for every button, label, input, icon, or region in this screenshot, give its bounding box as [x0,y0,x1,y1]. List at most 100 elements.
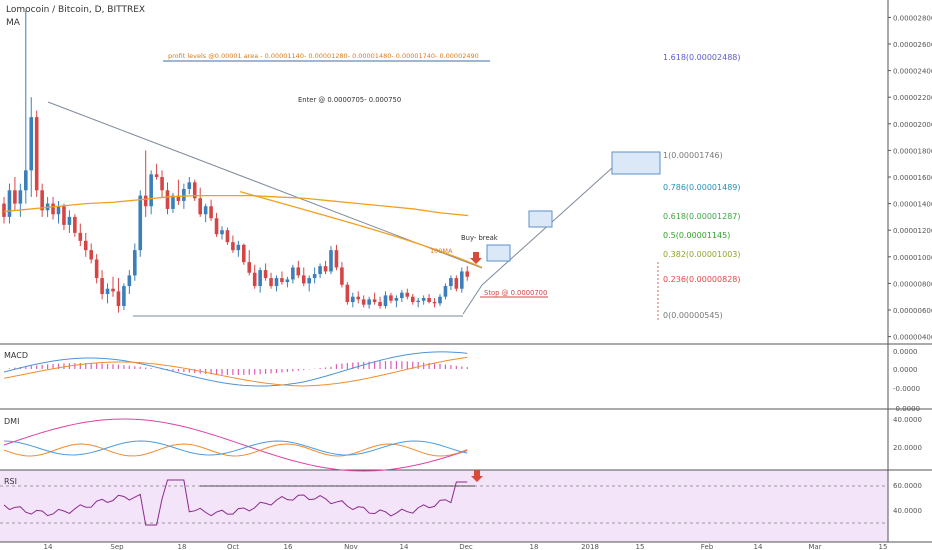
dmi-tick-label: 40.0000 [893,416,922,424]
candle-body [7,190,12,217]
candle-body [143,195,148,207]
price-tick-label: 0.00002600 [893,41,932,49]
candle-body [94,259,99,279]
ma100-line-segment [239,191,483,269]
candle-body [214,218,219,235]
candle-body [312,274,317,279]
time-tick-label: 15 [636,543,645,550]
macd-signal-line [3,356,468,387]
fib-level-label: 0.382(0.00001003) [663,250,741,259]
candle-body [383,295,388,307]
candle-body [192,182,197,199]
fib-level-label: 1(0.00001746) [663,151,723,160]
candle-body [405,292,410,297]
time-tick-label: Feb [701,543,714,550]
candle-body [307,278,311,284]
rsi-line [3,479,468,526]
candle-body [242,244,246,263]
candle-body [318,266,322,275]
price-tick-label: 0.00001000 [893,254,932,262]
di-minus-line [3,443,468,457]
target-box [611,151,661,175]
breakout-line [462,284,483,315]
candle-body [165,190,170,209]
candle-body [247,262,252,273]
price-tick-label: 0.00002400 [893,68,932,76]
candle-body [13,190,17,204]
candle-body [258,270,262,287]
fib-level-label: 0.236(0.00000828) [663,275,741,284]
target-box [528,210,553,228]
macd-tick-label: 0.0000 [893,366,918,374]
price-tick-label: 0.00001200 [893,227,932,235]
price-tick-label: 0.00001800 [893,147,932,155]
candle-body [323,266,328,272]
price-tick-label: 0.00002200 [893,94,932,102]
candle-body [225,230,230,243]
candle-body [149,174,153,207]
candle-body [18,190,23,204]
candle-body [24,170,28,191]
candle-body [127,275,132,287]
ma100-line [3,194,469,217]
candle-body [389,295,393,301]
candle-body [220,230,224,235]
candle-body [100,278,104,295]
candle-body [367,299,371,305]
candle-body [203,206,208,215]
time-tick-label: 18 [530,543,539,550]
macd-tick-label: -0.0000 [893,405,920,413]
time-tick-label: Mar [808,543,821,550]
fib-level-label: 0.5(0.00001145) [663,231,730,240]
candle-body [269,278,273,287]
candle-body [122,286,126,307]
candle-body [51,203,55,215]
candle-body [231,242,235,251]
price-tick-label: 0.00001600 [893,174,932,182]
price-tick-label: 0.00002000 [893,121,932,129]
candle-body [291,267,295,280]
candle-body [329,250,333,272]
candle-body [78,232,83,241]
time-tick-label: Dec [459,543,473,550]
candle-body [416,300,420,303]
time-tick-label: Nov [344,543,358,550]
candle-body [89,250,93,260]
candle-body [263,270,268,279]
candle-body [133,250,137,276]
candle-body [83,240,88,251]
rsi-tick-label: 40.0000 [893,507,922,515]
candle-body [421,298,426,301]
adx-line [3,418,468,472]
candle-body [56,206,61,215]
candle-body [361,299,366,305]
fib-level-label: 0.786(0.00001489) [663,183,741,192]
candle-body [438,296,442,304]
candle-body [372,299,377,303]
rsi-pane-background [0,470,888,542]
stop-text: Stop @ 0.0000700 [484,289,547,297]
price-tick-label: 0.00000400 [893,334,932,342]
fib-level-label: 0(0.00000545) [663,311,723,320]
ma100-label: 100MA [430,247,453,255]
breakout-arrow-icon [470,252,482,264]
candle-body [34,117,39,191]
time-tick-label: 14 [754,543,763,550]
candle-body [105,288,110,295]
price-tick-label: 0.00000600 [893,307,932,315]
candle-body [356,296,361,300]
rsi-arrow-icon [471,470,483,482]
candle-body [236,244,241,251]
candle-body [460,271,464,289]
candle-body [111,288,115,292]
time-tick-label: 14 [44,543,53,550]
candle-body [280,278,284,283]
candle-body [209,206,213,219]
candle-body [449,278,453,287]
candle-body [394,298,399,301]
macd-tick-label: -0.0000 [893,385,920,393]
candle-body [427,298,431,303]
candle-body [334,250,339,268]
candle-body [29,117,34,171]
